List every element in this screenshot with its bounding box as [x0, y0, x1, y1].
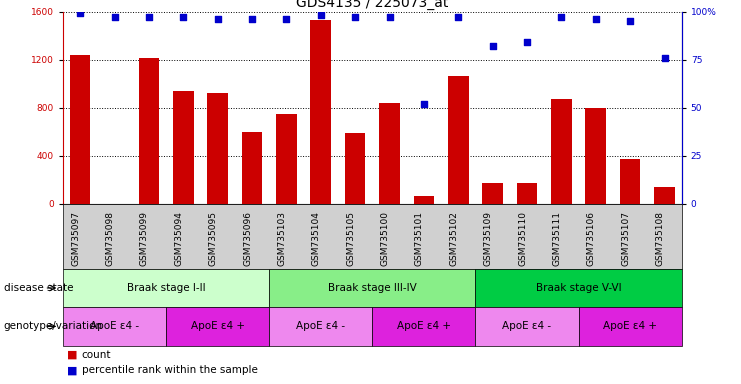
- Text: ApoE ε4 -: ApoE ε4 -: [90, 321, 139, 331]
- Text: GSM735109: GSM735109: [484, 210, 493, 266]
- Text: GSM735105: GSM735105: [346, 210, 355, 266]
- Text: Braak stage V-VI: Braak stage V-VI: [536, 283, 622, 293]
- Text: Braak stage I-II: Braak stage I-II: [127, 283, 205, 293]
- Bar: [448, 76, 468, 204]
- Point: [177, 14, 189, 20]
- Point: [281, 16, 293, 22]
- Point: [74, 10, 86, 17]
- Text: GSM735094: GSM735094: [174, 211, 183, 266]
- Bar: [345, 133, 365, 204]
- Bar: [413, 196, 434, 204]
- Title: GDS4135 / 225073_at: GDS4135 / 225073_at: [296, 0, 448, 10]
- Text: ApoE ε4 +: ApoE ε4 +: [397, 321, 451, 331]
- Bar: [619, 159, 640, 204]
- Text: count: count: [82, 350, 111, 360]
- Text: GSM735107: GSM735107: [621, 210, 630, 266]
- Text: GSM735099: GSM735099: [140, 210, 149, 266]
- Text: GSM735096: GSM735096: [243, 210, 252, 266]
- Point: [315, 12, 327, 18]
- Text: GSM735097: GSM735097: [71, 210, 80, 266]
- Text: GSM735098: GSM735098: [105, 210, 115, 266]
- Point: [659, 55, 671, 61]
- Bar: [276, 114, 296, 204]
- Text: genotype/variation: genotype/variation: [4, 321, 103, 331]
- Text: ApoE ε4 -: ApoE ε4 -: [296, 321, 345, 331]
- Text: GSM735103: GSM735103: [277, 210, 287, 266]
- Bar: [482, 182, 503, 204]
- Text: ApoE ε4 +: ApoE ε4 +: [190, 321, 245, 331]
- Text: ApoE ε4 +: ApoE ε4 +: [603, 321, 657, 331]
- Text: GSM735106: GSM735106: [587, 210, 596, 266]
- Text: GSM735108: GSM735108: [656, 210, 665, 266]
- Text: percentile rank within the sample: percentile rank within the sample: [82, 365, 257, 375]
- Bar: [516, 182, 537, 204]
- Point: [384, 14, 396, 20]
- Text: ■: ■: [67, 365, 77, 375]
- Bar: [70, 55, 90, 204]
- Bar: [310, 20, 331, 204]
- Text: disease state: disease state: [4, 283, 73, 293]
- Point: [212, 16, 224, 22]
- Text: ■: ■: [67, 350, 77, 360]
- Text: GSM735102: GSM735102: [449, 211, 458, 266]
- Point: [246, 16, 258, 22]
- Text: Braak stage III-IV: Braak stage III-IV: [328, 283, 416, 293]
- Point: [349, 14, 361, 20]
- Text: GSM735110: GSM735110: [518, 210, 527, 266]
- Point: [109, 14, 121, 20]
- Text: GSM735101: GSM735101: [415, 210, 424, 266]
- Point: [452, 14, 464, 20]
- Text: GSM735104: GSM735104: [312, 211, 321, 266]
- Point: [143, 14, 155, 20]
- Point: [487, 43, 499, 49]
- Bar: [139, 58, 159, 204]
- Bar: [551, 99, 572, 204]
- Point: [556, 14, 568, 20]
- Text: ApoE ε4 -: ApoE ε4 -: [502, 321, 551, 331]
- Bar: [654, 187, 675, 204]
- Bar: [173, 91, 193, 204]
- Text: GSM735095: GSM735095: [209, 210, 218, 266]
- Bar: [242, 131, 262, 204]
- Point: [418, 101, 430, 107]
- Point: [590, 16, 602, 22]
- Text: GSM735111: GSM735111: [552, 210, 562, 266]
- Text: GSM735100: GSM735100: [381, 210, 390, 266]
- Bar: [207, 93, 228, 204]
- Point: [521, 39, 533, 45]
- Point: [624, 18, 636, 24]
- Bar: [379, 103, 400, 204]
- Bar: [585, 108, 606, 204]
